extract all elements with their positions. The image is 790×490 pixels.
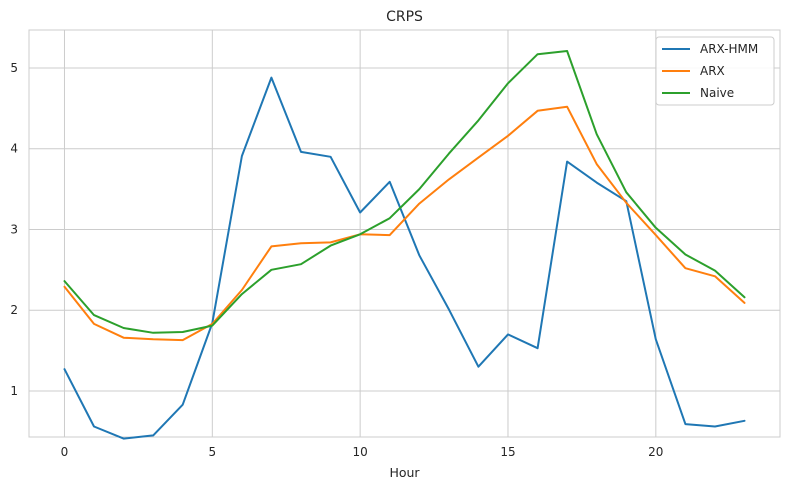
- x-tick-label: 0: [61, 445, 69, 459]
- legend-box: [655, 36, 775, 106]
- legend-label: ARX-HMM: [700, 42, 758, 56]
- y-tick-label: 1: [10, 384, 18, 398]
- x-tick-label: 10: [353, 445, 368, 459]
- y-tick-label: 5: [10, 61, 18, 75]
- y-tick-label: 3: [10, 222, 18, 236]
- x-tick-labels: 0 5 10 15 20: [61, 445, 664, 459]
- series-line-arx: [63, 105, 746, 342]
- series-lines: [63, 50, 746, 440]
- y-tick-labels: 1 2 3 4 5: [10, 61, 18, 398]
- y-tick-label: 4: [10, 142, 18, 156]
- plot-frame: [28, 29, 781, 438]
- y-tick-label: 2: [10, 303, 18, 317]
- x-axis-label: Hour: [389, 465, 420, 480]
- legend-label: ARX: [700, 64, 725, 78]
- legend: ARX-HMM ARX Naive: [655, 36, 775, 106]
- series-line-naive: [63, 50, 746, 334]
- chart-title: CRPS: [386, 9, 423, 25]
- x-tick-label: 20: [648, 445, 663, 459]
- legend-label: Naive: [700, 86, 734, 100]
- x-tick-label: 5: [208, 445, 216, 459]
- x-tick-label: 15: [500, 445, 515, 459]
